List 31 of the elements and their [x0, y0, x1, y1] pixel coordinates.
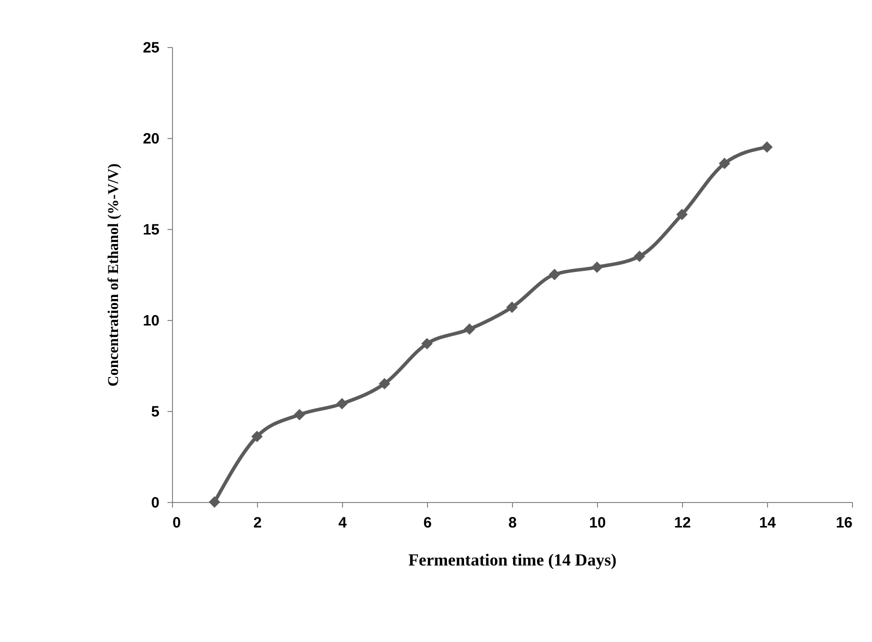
point [251, 430, 263, 442]
point [761, 141, 773, 153]
y-tick-label: 0 [151, 494, 160, 512]
y-tick-label: 10 [142, 312, 160, 330]
point [421, 338, 433, 350]
y-tick-label: 15 [142, 222, 160, 238]
point [336, 398, 348, 410]
x-tick-label: 10 [589, 514, 606, 532]
y-tick-label: 5 [151, 404, 160, 420]
x-tick-label: 14 [759, 514, 776, 532]
point [378, 378, 390, 390]
x-tick-label: 2 [253, 514, 262, 532]
x-tick-label: 6 [423, 514, 432, 532]
x-axis-title: Fermentation time (14 Days) [408, 550, 617, 570]
y-tick-label: 20 [142, 130, 160, 148]
point [464, 323, 476, 335]
x-tick-label: 4 [338, 514, 348, 532]
x-tick-label: 0 [172, 514, 181, 532]
y-axis-title: Concentration of Ethanol (%-V/V) [106, 164, 122, 386]
x-tick-label: 8 [508, 514, 517, 532]
point [208, 496, 220, 508]
y-tick-label: 25 [142, 40, 160, 56]
point [634, 250, 646, 262]
point [548, 268, 560, 280]
x-tick-label: 16 [836, 514, 852, 532]
point [506, 302, 518, 313]
point [591, 262, 603, 273]
point [676, 208, 688, 220]
point [718, 158, 730, 170]
x-tick-label: 12 [674, 514, 691, 532]
point [294, 408, 306, 420]
